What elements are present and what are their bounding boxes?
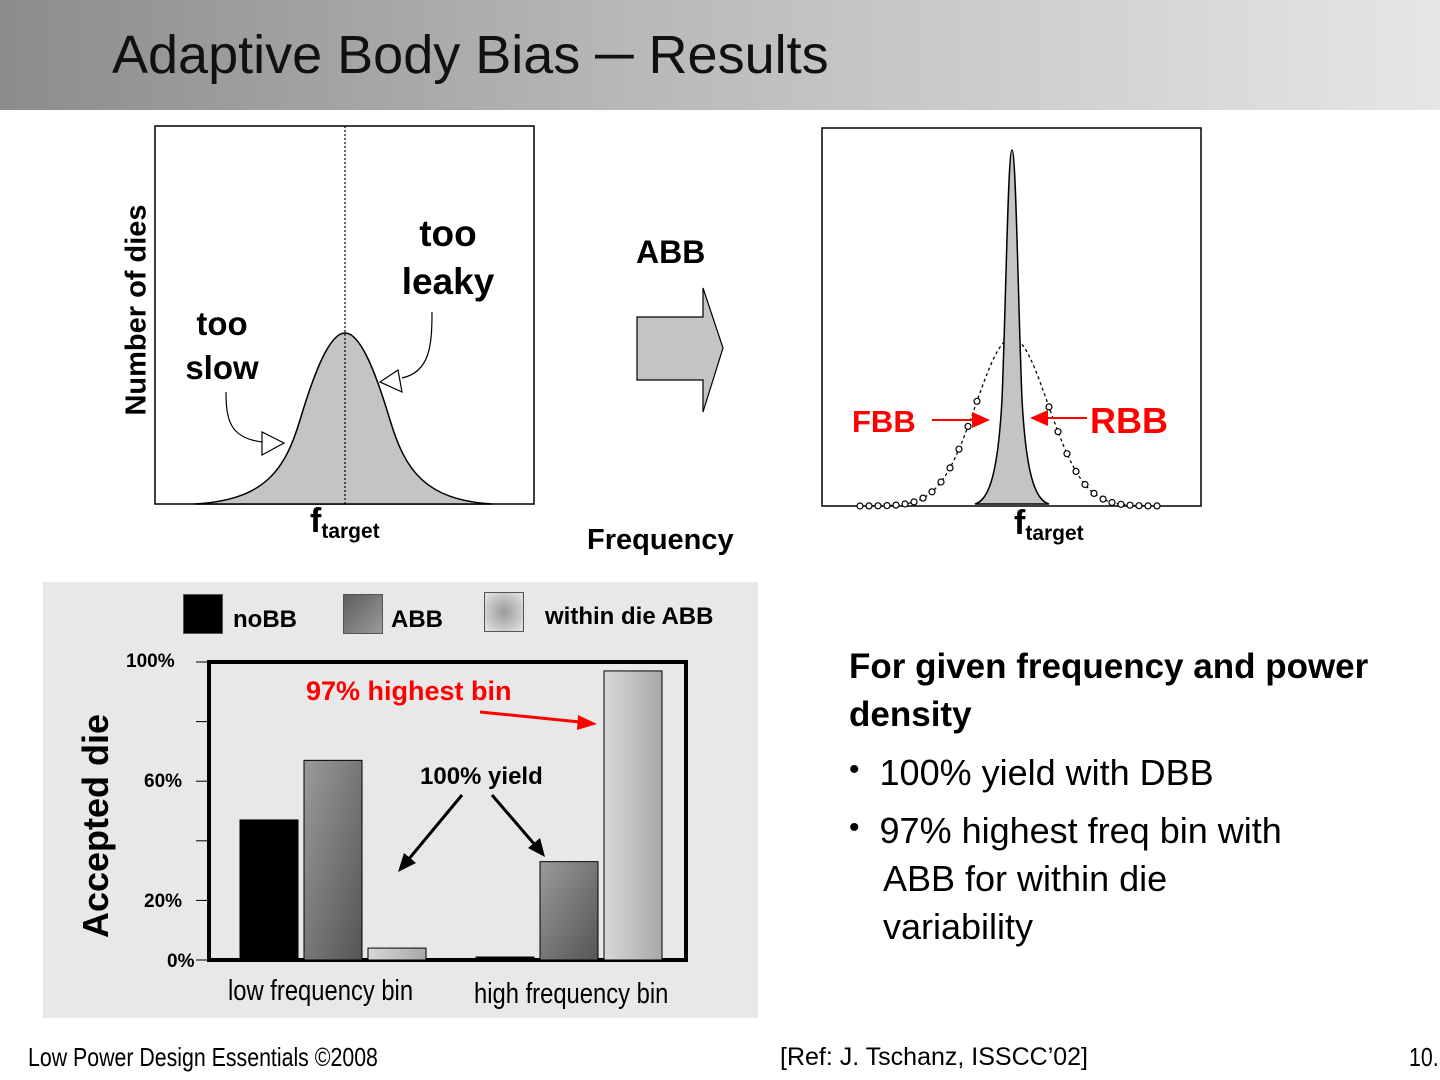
distribution-dot [955, 445, 963, 453]
right-panel-heading: For given frequency and power density [849, 647, 1369, 734]
distribution-dot [1081, 480, 1089, 489]
bar-nobb-high [475, 956, 535, 961]
slide-number: 10. [1409, 1042, 1439, 1072]
bullet-item: • 97% highest freq bin with [849, 810, 1282, 851]
too-leaky-arrowhead [378, 368, 403, 394]
xcat-low-frequency-bin: low frequency bin [228, 975, 414, 1007]
too-leaky-label: too leaky [401, 213, 495, 302]
ytick-100: 100% [126, 651, 175, 672]
title-bar [0, 0, 1440, 110]
abb-arrow-label: ABB [636, 234, 706, 270]
distribution-dot [856, 502, 864, 510]
annotation-100-yield: 100% yield [420, 763, 543, 790]
abb-arrow [636, 287, 724, 413]
bar-chart [196, 660, 688, 962]
distribution-dot [964, 422, 972, 430]
distribution-dot [937, 478, 945, 486]
fbb-label: FBB [852, 404, 916, 439]
distribution-dot [1144, 502, 1152, 510]
bullet-item: • 100% yield with DBB [849, 752, 1214, 793]
annotation-97-highest-bin: 97% highest bin [306, 676, 512, 706]
xcat-high-frequency-bin: high frequency bin [474, 978, 669, 1010]
too-slow-arrowhead [261, 431, 286, 457]
distribution-dot [1045, 403, 1053, 411]
distribution-dot [901, 500, 909, 508]
distribution-dot [892, 501, 900, 509]
distribution-dot [1099, 495, 1107, 503]
bullet-continuation: ABB for within die [883, 858, 1168, 899]
distribution-dot [1090, 489, 1098, 497]
distribution-dot [865, 502, 873, 510]
bullet-dot: • [849, 811, 860, 844]
rbb-label: RBB [1090, 400, 1168, 441]
legend-swatch-nobb [183, 594, 223, 634]
yield-arrowhead-right [528, 838, 545, 857]
bar-within-die-abb-high [603, 670, 663, 961]
f-target-label-right: ftarget [1014, 504, 1084, 545]
footer-reference: [Ref: J. Tschanz, ISSCC’02] [780, 1043, 1088, 1071]
distribution-plot-after [821, 127, 1202, 510]
distribution-dot [973, 397, 981, 405]
distribution-dot [883, 502, 891, 510]
distribution-dot [1153, 502, 1161, 510]
ytick-0: 0% [167, 951, 195, 972]
distribution-dot [1117, 500, 1125, 508]
distribution-dot [1135, 502, 1143, 510]
legend-label-abb: ABB [391, 606, 443, 633]
ytick-20: 20% [144, 891, 183, 912]
distribution-dot [919, 494, 927, 502]
frequency-axis-label: Frequency [587, 524, 734, 556]
bar-within-die-abb-low [367, 947, 427, 961]
ytick-60: 60% [144, 771, 183, 792]
legend-label-nobb: noBB [233, 606, 297, 633]
legend-label-within-die-abb: within die ABB [545, 603, 714, 630]
footer-copyright: Low Power Design Essentials ©2008 [28, 1042, 378, 1072]
distribution-dot [928, 488, 936, 496]
distribution-dot [1126, 501, 1134, 509]
slide-title: Adaptive Body Bias ─ Results [112, 25, 829, 85]
bullet-continuation: variability [883, 906, 1034, 947]
distribution-dot [874, 502, 882, 510]
yield-arrowhead-left [398, 853, 416, 872]
distribution-dot [1063, 450, 1071, 458]
distribution-curve [194, 332, 493, 505]
legend-swatch-abb [343, 594, 383, 634]
too-slow-label: too slow [185, 305, 259, 386]
legend-swatch-within-die-abb [484, 592, 524, 632]
plot-frame [207, 660, 688, 962]
bar-nobb-low [239, 819, 299, 961]
bar-abb-low [303, 759, 363, 961]
distribution-dot [1072, 467, 1080, 475]
distribution-dot [910, 498, 918, 506]
bullet-dot: • [849, 753, 860, 786]
highest-bin-arrowhead [577, 715, 597, 730]
distribution-dot [946, 464, 954, 472]
bar-abb-high [539, 861, 599, 961]
f-target-label-left: ftarget [310, 502, 380, 543]
distribution-dot [1054, 428, 1062, 436]
narrow-distribution-curve [974, 149, 1050, 505]
distribution-dot [1108, 498, 1116, 507]
wide-distribution-dots [856, 397, 1161, 510]
distribution-plot-before [154, 125, 535, 505]
